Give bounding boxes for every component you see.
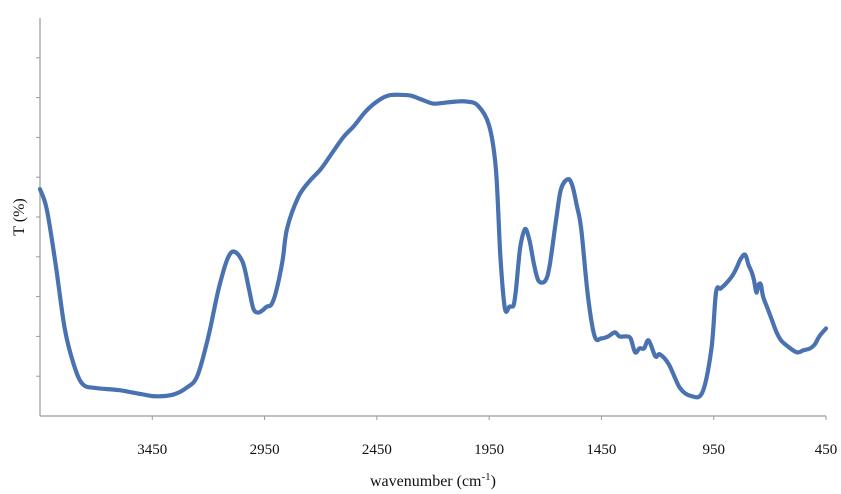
x-tick-label: 450 xyxy=(815,442,838,458)
y-ticks xyxy=(36,57,40,377)
x-tick-label: 1950 xyxy=(474,442,504,458)
x-axis-title-superscript: -1 xyxy=(482,471,491,483)
x-tick-label: 1450 xyxy=(586,442,616,458)
x-tick-label: 3450 xyxy=(137,442,167,458)
x-axis-title-suffix: ) xyxy=(491,473,496,490)
spectrum-line xyxy=(37,92,829,400)
series-layer xyxy=(37,92,829,400)
y-axis-title: T (%) xyxy=(11,198,28,235)
x-ticks: 3450 2950 2450 1950 1450 950 450 xyxy=(137,416,837,458)
x-tick-label: 950 xyxy=(702,442,725,458)
x-axis-title: wavenumber (cm-1) xyxy=(370,471,496,490)
x-axis-title-main: wavenumber (cm xyxy=(370,473,482,490)
axes: 3450 2950 2450 1950 1450 950 450 xyxy=(36,18,837,458)
x-tick-label: 2450 xyxy=(362,442,392,458)
x-tick-label: 2950 xyxy=(250,442,280,458)
